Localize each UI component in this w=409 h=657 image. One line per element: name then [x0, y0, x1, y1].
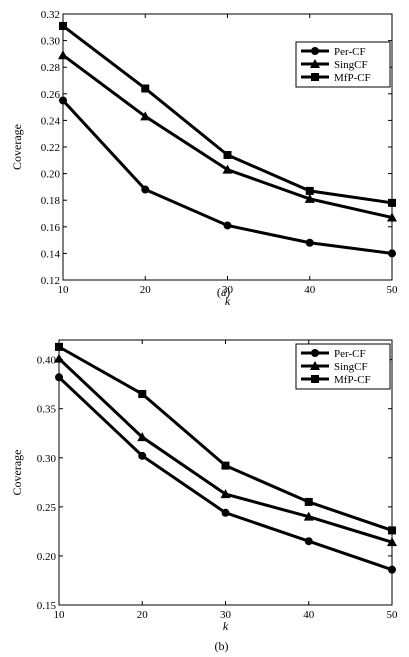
x-tick-label: 50: [387, 609, 399, 621]
legend-label-singcf: SingCF: [334, 59, 368, 71]
data-point-singcf: [54, 353, 64, 363]
legend-marker-singcf: [310, 361, 320, 370]
x-axis-label: k: [225, 294, 231, 308]
y-tick-label: 0.14: [41, 248, 61, 260]
y-axis-label: Coverage: [10, 450, 24, 496]
data-point-per-cf: [304, 537, 313, 546]
data-point-mfp-cf: [223, 150, 232, 159]
panel-caption: (a): [217, 285, 230, 299]
data-point-mfp-cf: [221, 461, 230, 470]
data-point-per-cf: [221, 508, 230, 517]
data-point-per-cf: [223, 221, 232, 230]
panel-caption: (b): [215, 639, 229, 653]
data-point-singcf: [303, 511, 314, 521]
y-tick-label: 0.26: [41, 89, 61, 101]
chart-panel-2: 0.15 0.20 0.25 0.30 0.35 0.40 10 20 30 40 50 k Cover…: [10, 339, 399, 653]
data-point-singcf: [140, 111, 151, 121]
data-point-singcf: [58, 50, 68, 60]
x-tick-label: 50: [387, 284, 399, 296]
data-point-mfp-cf: [388, 198, 396, 207]
data-point-mfp-cf: [138, 389, 147, 398]
data-point-singcf: [387, 212, 397, 222]
data-point-mfp-cf: [141, 84, 150, 93]
data-point-mfp-cf: [388, 526, 396, 535]
data-point-per-cf: [55, 373, 63, 382]
x-tick-label: 20: [137, 609, 149, 621]
data-point-singcf: [387, 537, 397, 547]
x-tick-label: 40: [304, 284, 316, 296]
legend-marker-per-cf: [311, 47, 319, 55]
y-tick-label: 0.35: [37, 404, 57, 416]
y-tick-label: 0.12: [41, 275, 60, 287]
y-tick-label: 0.30: [37, 453, 57, 465]
legend-marker-per-cf: [311, 349, 319, 357]
data-point-mfp-cf: [55, 342, 63, 351]
data-point-singcf: [304, 193, 315, 203]
data-point-per-cf: [138, 451, 147, 460]
x-tick-label: 10: [54, 609, 66, 621]
data-point-singcf: [222, 164, 233, 174]
y-tick-label: 0.30: [41, 36, 61, 48]
x-tick-label: 10: [58, 284, 70, 296]
data-point-per-cf: [59, 96, 67, 105]
legend-label-mfp-cf: MfP-CF: [334, 72, 371, 84]
y-tick-label: 0.18: [41, 195, 61, 207]
data-point-per-cf: [388, 249, 396, 258]
x-tick-label: 20: [140, 284, 152, 296]
legend-label-singcf: SingCF: [334, 361, 368, 373]
y-tick-label: 0.40: [37, 355, 57, 367]
y-tick-label: 0.24: [41, 115, 61, 127]
y-tick-label: 0.20: [41, 169, 61, 181]
legend-marker-mfp-cf: [311, 73, 319, 81]
x-tick-label: 30: [222, 284, 234, 296]
legend-marker-singcf: [310, 59, 320, 68]
y-tick-label: 0.32: [41, 9, 60, 21]
series-line-per-cf: [61, 99, 393, 255]
legend-marker-mfp-cf: [311, 375, 319, 383]
data-point-singcf: [220, 489, 231, 499]
y-tick-label: 0.25: [37, 502, 57, 514]
data-point-per-cf: [141, 185, 150, 194]
y-axis-label: Coverage: [10, 124, 24, 170]
y-tick-label: 0.15: [37, 600, 57, 612]
x-tick-label: 30: [220, 609, 232, 621]
y-tick-label: 0.28: [41, 62, 61, 74]
x-axis-label: k: [223, 619, 229, 633]
data-point-per-cf: [305, 238, 314, 247]
data-point-singcf: [137, 432, 148, 442]
data-point-mfp-cf: [305, 186, 314, 195]
data-point-mfp-cf: [304, 497, 313, 506]
y-tick-label: 0.20: [37, 551, 57, 563]
legend-label-mfp-cf: MfP-CF: [334, 374, 371, 386]
chart-panel-1: 0.12 0.14 0.16 0.18 0.20 0.22 0.24 0.26 0.28 0.30…: [10, 9, 398, 308]
data-point-mfp-cf: [59, 21, 67, 30]
legend-label-per-cf: Per-CF: [334, 46, 366, 58]
x-tick-label: 40: [303, 609, 315, 621]
y-tick-label: 0.22: [41, 142, 60, 154]
y-tick-label: 0.16: [41, 222, 61, 234]
legend-label-per-cf: Per-CF: [334, 348, 366, 360]
data-point-per-cf: [388, 565, 396, 574]
